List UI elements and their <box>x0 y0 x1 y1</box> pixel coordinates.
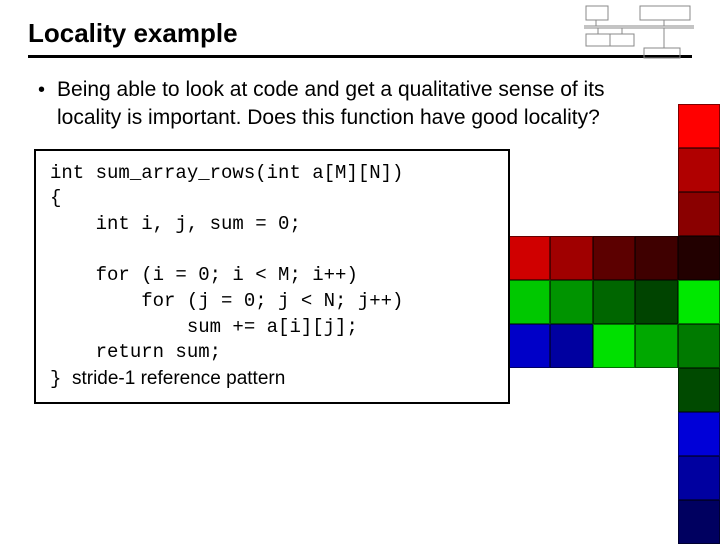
heatmap-cell <box>550 192 592 236</box>
heatmap-cell <box>635 192 677 236</box>
heatmap-cell <box>593 280 635 324</box>
heatmap-cell <box>635 412 677 456</box>
heatmap-cell <box>678 192 720 236</box>
heatmap-cell <box>550 412 592 456</box>
heatmap-row <box>508 192 720 236</box>
heatmap-cell <box>635 324 677 368</box>
heatmap-row <box>508 456 720 500</box>
heatmap-cell <box>678 456 720 500</box>
heatmap-cell <box>508 368 550 412</box>
code-block: int sum_array_rows(int a[M][N]) { int i,… <box>34 149 510 405</box>
heatmap-row <box>508 148 720 192</box>
heatmap-cell <box>635 104 677 148</box>
heatmap-cell <box>678 148 720 192</box>
code-line: sum += a[i][j]; <box>50 316 358 338</box>
heatmap-row <box>508 236 720 280</box>
heatmap-cell <box>635 236 677 280</box>
heatmap-cell <box>593 500 635 544</box>
heatmap-cell <box>678 500 720 544</box>
heatmap-row <box>508 280 720 324</box>
bullet-marker: • <box>38 76 45 104</box>
heatmap-cell <box>678 104 720 148</box>
architecture-diagram-icon <box>584 4 694 60</box>
heatmap-cell <box>593 368 635 412</box>
heatmap-cell <box>550 280 592 324</box>
heatmap-cell <box>678 236 720 280</box>
heatmap-cell <box>635 148 677 192</box>
heatmap-cell <box>550 324 592 368</box>
heatmap-cell <box>593 192 635 236</box>
heatmap-cell <box>508 236 550 280</box>
heatmap-cell <box>550 368 592 412</box>
heatmap-cell <box>593 412 635 456</box>
code-line: for (i = 0; i < M; i++) <box>50 264 358 286</box>
heatmap-cell <box>593 236 635 280</box>
heatmap-cell <box>678 324 720 368</box>
heatmap-cell <box>508 456 550 500</box>
heatmap-cell <box>635 280 677 324</box>
heatmap-cell <box>508 500 550 544</box>
heatmap-cell <box>550 104 592 148</box>
heatmap-cell <box>593 104 635 148</box>
heatmap-cell <box>593 324 635 368</box>
heatmap-cell <box>508 280 550 324</box>
code-line: } <box>50 368 61 390</box>
heatmap-cell <box>635 456 677 500</box>
heatmap-cell <box>635 368 677 412</box>
code-line: return sum; <box>50 341 221 363</box>
heatmap-cell <box>508 192 550 236</box>
heatmap-cell <box>550 456 592 500</box>
heatmap-cell <box>550 236 592 280</box>
memory-heatmap <box>508 104 720 544</box>
heatmap-row <box>508 104 720 148</box>
stride-caption: stride-1 reference pattern <box>61 368 285 389</box>
heatmap-cell <box>508 412 550 456</box>
code-line: { <box>50 187 61 209</box>
heatmap-row <box>508 368 720 412</box>
heatmap-row <box>508 412 720 456</box>
heatmap-cell <box>678 368 720 412</box>
heatmap-cell <box>550 500 592 544</box>
heatmap-cell <box>508 104 550 148</box>
heatmap-cell <box>508 148 550 192</box>
heatmap-cell <box>678 280 720 324</box>
heatmap-cell <box>678 412 720 456</box>
heatmap-cell <box>635 500 677 544</box>
heatmap-cell <box>508 324 550 368</box>
code-line: for (j = 0; j < N; j++) <box>50 290 403 312</box>
heatmap-cell <box>593 456 635 500</box>
code-line: int sum_array_rows(int a[M][N]) <box>50 162 403 184</box>
heatmap-cell <box>593 148 635 192</box>
heatmap-cell <box>550 148 592 192</box>
code-line: int i, j, sum = 0; <box>50 213 301 235</box>
heatmap-row <box>508 324 720 368</box>
heatmap-row <box>508 500 720 544</box>
